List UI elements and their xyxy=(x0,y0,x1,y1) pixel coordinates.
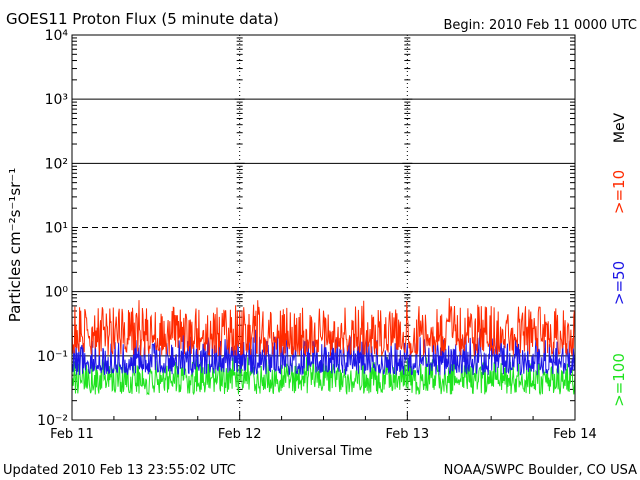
y-tick-label: 10³ xyxy=(45,92,68,108)
y-axis-label: Particles cm⁻²s⁻¹sr⁻¹ xyxy=(6,168,24,322)
y-tick-labels: 10⁻² 10⁻¹ 10⁰ 10¹ 10² 10³ 10⁴ xyxy=(37,28,68,429)
y-tick-label: 10⁻¹ xyxy=(37,349,68,365)
legend-label-50: >=50 xyxy=(610,261,628,305)
unit-label: MeV xyxy=(612,112,628,143)
y-tick-label: 10⁰ xyxy=(45,285,69,301)
x-tick-label: Feb 14 xyxy=(553,427,597,442)
series-line xyxy=(71,298,576,356)
y-tick-label: 10⁻² xyxy=(37,413,68,429)
x-axis-label: Universal Time xyxy=(276,444,373,459)
series-layer xyxy=(71,298,576,396)
y-tick-label: 10² xyxy=(45,156,68,172)
y-tick-label: 10⁴ xyxy=(45,28,69,44)
credit-label: NOAA/SWPC Boulder, CO USA xyxy=(444,463,637,478)
x-tick-label: Feb 13 xyxy=(385,427,429,442)
x-tick-label: Feb 12 xyxy=(218,427,262,442)
chart-title: GOES11 Proton Flux (5 minute data) xyxy=(6,10,279,28)
plot-frame xyxy=(71,34,576,421)
legend-label-100: >=100 xyxy=(610,353,628,407)
x-tick-label: Feb 11 xyxy=(50,427,94,442)
updated-label: Updated 2010 Feb 13 23:55:02 UTC xyxy=(3,463,236,478)
begin-label: Begin: 2010 Feb 11 0000 UTC xyxy=(443,18,637,33)
y-tick-label: 10¹ xyxy=(45,221,68,237)
legend-label-10: >=10 xyxy=(610,170,628,214)
x-tick-labels: Feb 11 Feb 12 Feb 13 Feb 14 xyxy=(50,427,597,442)
